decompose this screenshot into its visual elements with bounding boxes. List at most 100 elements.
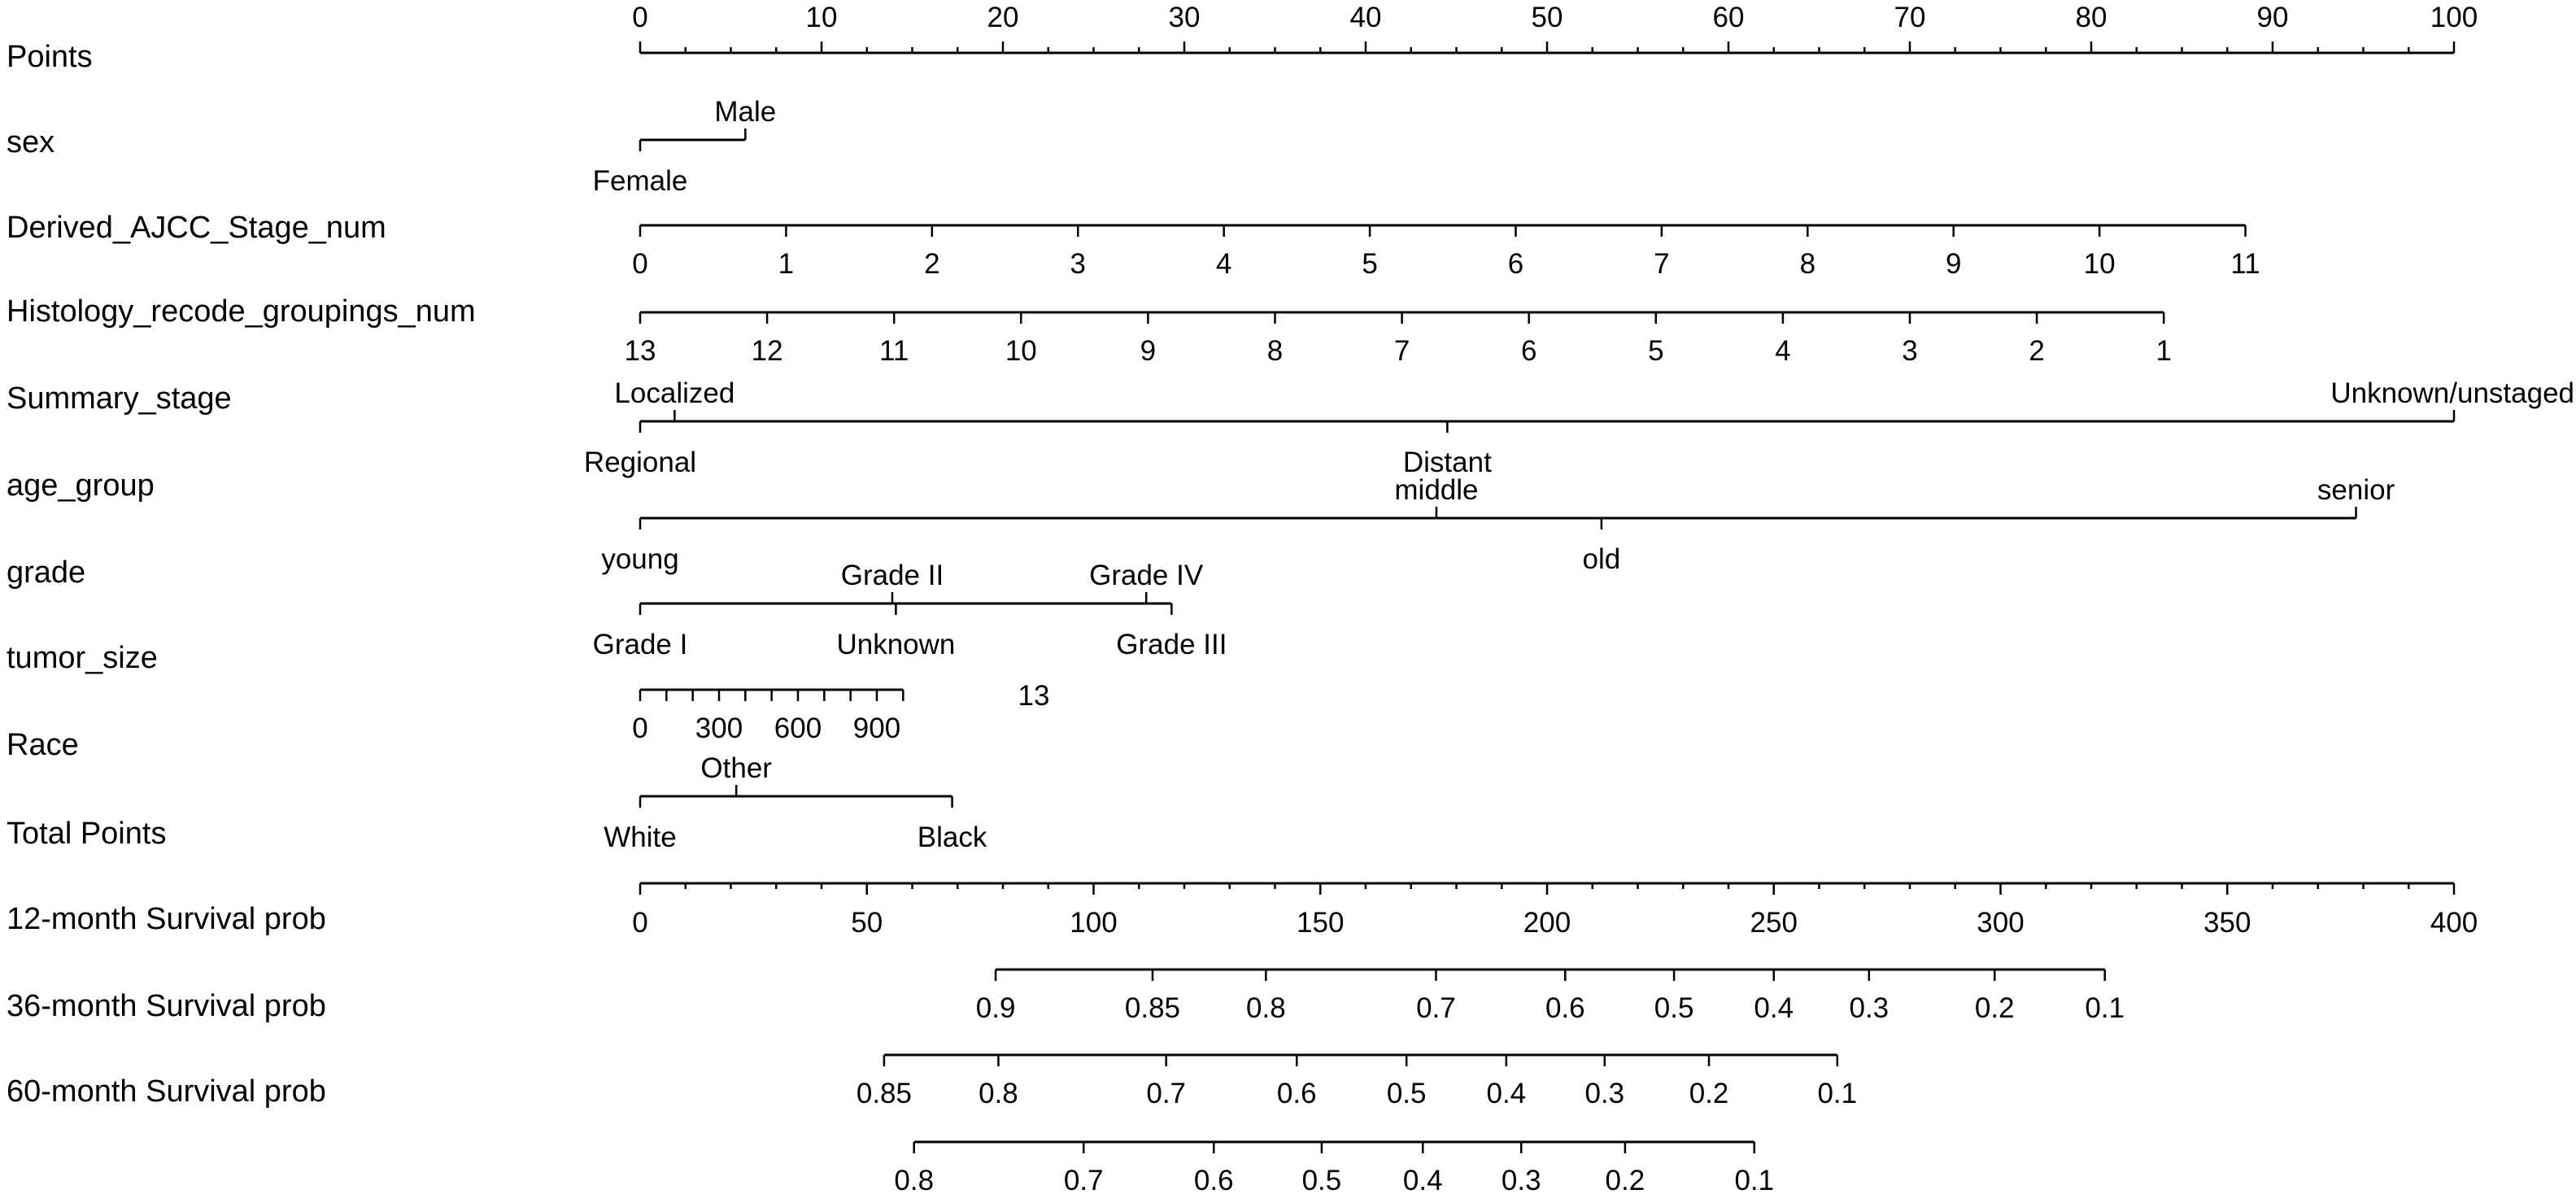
total-points-tick-label: 300 <box>1977 907 2024 939</box>
row-label-survival-1: 36-month Survival prob <box>7 989 326 1023</box>
value-label: 4 <box>1216 248 1231 280</box>
value-label: 600 <box>774 712 822 744</box>
survival-tick-label: 0.1 <box>1817 1078 1857 1109</box>
survival-tick-label: 0.8 <box>1246 992 1286 1024</box>
survival-tick-label: 0.2 <box>1975 992 2015 1024</box>
row-label-total-points: Total Points <box>7 817 166 851</box>
level-label: White <box>604 821 676 853</box>
points-tick-label: 10 <box>806 2 838 33</box>
row-label-sex: sex <box>7 125 54 159</box>
points-tick-label: 60 <box>1713 2 1745 33</box>
survival-tick-label: 0.8 <box>979 1078 1018 1109</box>
level-label: Other <box>700 752 772 784</box>
survival-tick-label: 0.85 <box>1125 992 1180 1024</box>
value-label: 5 <box>1648 335 1663 367</box>
points-tick-label: 80 <box>2076 2 2107 33</box>
value-label: 7 <box>1654 248 1669 280</box>
value-label: 11 <box>879 335 909 367</box>
points-tick-label: 40 <box>1350 2 1382 33</box>
level-label: Unknown <box>836 629 955 660</box>
row-label-grade: grade <box>7 556 85 590</box>
row-label-survival-2: 60-month Survival prob <box>7 1074 326 1109</box>
survival-tick-label: 0.3 <box>1502 1165 1541 1194</box>
survival-tick-label: 0.7 <box>1416 992 1456 1024</box>
level-label: Regional <box>584 447 696 478</box>
value-label: 11 <box>2230 248 2260 280</box>
value-label: 5 <box>1362 248 1377 280</box>
value-label: 9 <box>1140 335 1156 367</box>
survival-tick-label: 0.2 <box>1606 1165 1645 1194</box>
level-label: Grade I <box>593 629 688 660</box>
survival-tick-label: 0.6 <box>1194 1165 1234 1194</box>
level-label: Grade II <box>841 560 944 591</box>
level-label: Distant <box>1403 447 1492 478</box>
total-points-tick-label: 250 <box>1750 907 1798 939</box>
value-label: 2 <box>924 248 939 280</box>
points-tick-label: 90 <box>2257 2 2289 33</box>
points-tick-label: 70 <box>1894 2 1926 33</box>
value-label: 6 <box>1521 335 1536 367</box>
total-points-tick-label: 50 <box>851 907 883 939</box>
value-label: 3 <box>1902 335 1917 367</box>
level-label: Localized <box>614 377 734 409</box>
value-label: 10 <box>1005 335 1037 367</box>
row-label-summary-stage: Summary_stage <box>7 381 232 416</box>
row-label-points: Points <box>7 40 93 74</box>
value-label: 7 <box>1394 335 1410 367</box>
value-label: 0 <box>632 712 647 744</box>
total-points-tick-label: 400 <box>2430 907 2478 939</box>
survival-tick-label: 0.7 <box>1146 1078 1186 1109</box>
value-label: 1 <box>2155 335 2171 367</box>
row-label-age-group: age_group <box>7 468 155 503</box>
level-label: Black <box>918 821 987 853</box>
survival-tick-label: 0.4 <box>1754 992 1794 1024</box>
survival-tick-label: 0.4 <box>1486 1078 1526 1109</box>
survival-tick-label: 0.3 <box>1584 1078 1624 1109</box>
points-tick-label: 30 <box>1169 2 1201 33</box>
row-label-race: Race <box>7 728 79 762</box>
total-points-tick-label: 350 <box>2203 907 2251 939</box>
survival-tick-label: 0.5 <box>1654 992 1694 1024</box>
level-label: middle <box>1394 474 1478 506</box>
value-label: 2 <box>2029 335 2044 367</box>
value-label: 13 <box>625 335 656 367</box>
survival-tick-label: 0.2 <box>1689 1078 1729 1109</box>
value-label: 6 <box>1508 248 1523 280</box>
level-label: Grade III <box>1116 629 1227 660</box>
row-label-histology-recode-groupings-num: Histology_recode_groupings_num <box>7 294 476 329</box>
total-points-tick-label: 0 <box>632 907 647 939</box>
value-label: 4 <box>1775 335 1790 367</box>
value-label: 900 <box>853 712 900 744</box>
level-label: old <box>1583 543 1621 575</box>
survival-tick-label: 0.6 <box>1277 1078 1317 1109</box>
value-label: 300 <box>695 712 743 744</box>
survival-tick-label: 0.85 <box>856 1078 912 1109</box>
survival-tick-label: 0.1 <box>1734 1165 1774 1194</box>
value-label: 3 <box>1070 248 1086 280</box>
survival-tick-label: 0.4 <box>1403 1165 1443 1194</box>
level-label: senior <box>2317 474 2395 506</box>
value-label: 9 <box>1946 248 1961 280</box>
survival-tick-label: 0.5 <box>1302 1165 1342 1194</box>
points-tick-label: 50 <box>1532 2 1563 33</box>
row-label-derived-ajcc-stage-num: Derived_AJCC_Stage_num <box>7 211 386 245</box>
survival-tick-label: 0.7 <box>1064 1165 1104 1194</box>
points-tick-label: 100 <box>2430 2 2478 33</box>
row-label-tumor-size: tumor_size <box>7 641 158 675</box>
level-label: Male <box>714 96 776 128</box>
total-points-tick-label: 200 <box>1523 907 1571 939</box>
level-label: young <box>601 543 678 575</box>
survival-tick-label: 0.5 <box>1387 1078 1427 1109</box>
value-label: 1 <box>778 248 794 280</box>
level-label: Unknown/unstaged <box>2330 377 2574 409</box>
points-tick-label: 20 <box>987 2 1019 33</box>
extra-label: 13 <box>1018 680 1050 712</box>
total-points-tick-label: 100 <box>1070 907 1117 939</box>
survival-tick-label: 0.6 <box>1545 992 1585 1024</box>
points-tick-label: 0 <box>632 2 647 33</box>
survival-tick-label: 0.9 <box>976 992 1016 1024</box>
row-label-survival-0: 12-month Survival prob <box>7 902 326 936</box>
survival-tick-label: 0.8 <box>894 1165 934 1194</box>
level-label: Grade IV <box>1089 560 1204 591</box>
